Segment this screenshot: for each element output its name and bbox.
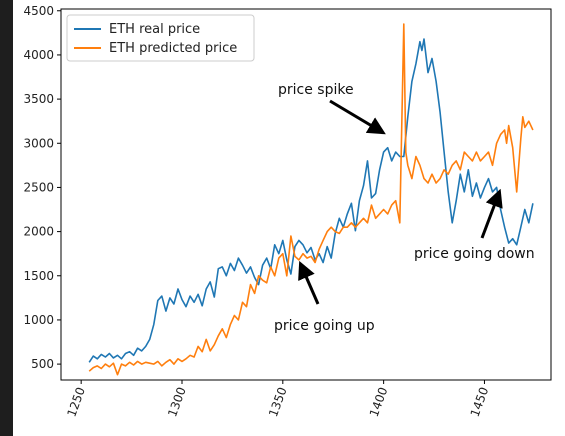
y-tick-label: 1500 xyxy=(23,269,54,283)
plot-frame xyxy=(60,8,552,381)
y-tick-label: 4500 xyxy=(23,4,54,18)
series-line-eth-real-price xyxy=(88,38,534,363)
series-line-eth-predicted-price xyxy=(88,23,534,376)
y-tick-label: 500 xyxy=(31,357,54,371)
legend-box xyxy=(66,14,255,62)
x-tick-label: 1350 xyxy=(266,385,290,418)
series-layer xyxy=(88,23,534,376)
y-tick-label: 3000 xyxy=(23,136,54,150)
x-tick-label: 1250 xyxy=(64,385,88,418)
annotation-arrow-down xyxy=(480,188,503,239)
legend-label-predicted: ETH predicted price xyxy=(109,41,237,56)
dark-side-strip xyxy=(0,0,13,436)
y-tick-label: 1000 xyxy=(23,313,54,327)
legend: ETH real price ETH predicted price xyxy=(66,14,255,62)
y-tick-label: 2500 xyxy=(23,180,54,194)
x-tick-label: 1450 xyxy=(468,385,492,418)
annotation-price-spike: price spike xyxy=(278,82,354,98)
y-tick-label: 4000 xyxy=(23,48,54,62)
annotation-price-going-up: price going up xyxy=(274,318,375,334)
annotation-price-going-down: price going down xyxy=(414,246,535,262)
y-tick-label: 3500 xyxy=(23,92,54,106)
x-tick-label: 1300 xyxy=(165,385,189,418)
annotations: price spike price going up price going d… xyxy=(274,82,535,334)
y-tick-label: 2000 xyxy=(23,225,54,239)
annotation-arrow-up xyxy=(298,260,320,305)
legend-label-real: ETH real price xyxy=(109,22,200,37)
x-tick-label: 1400 xyxy=(367,385,391,418)
annotation-arrow-spike xyxy=(329,99,386,135)
